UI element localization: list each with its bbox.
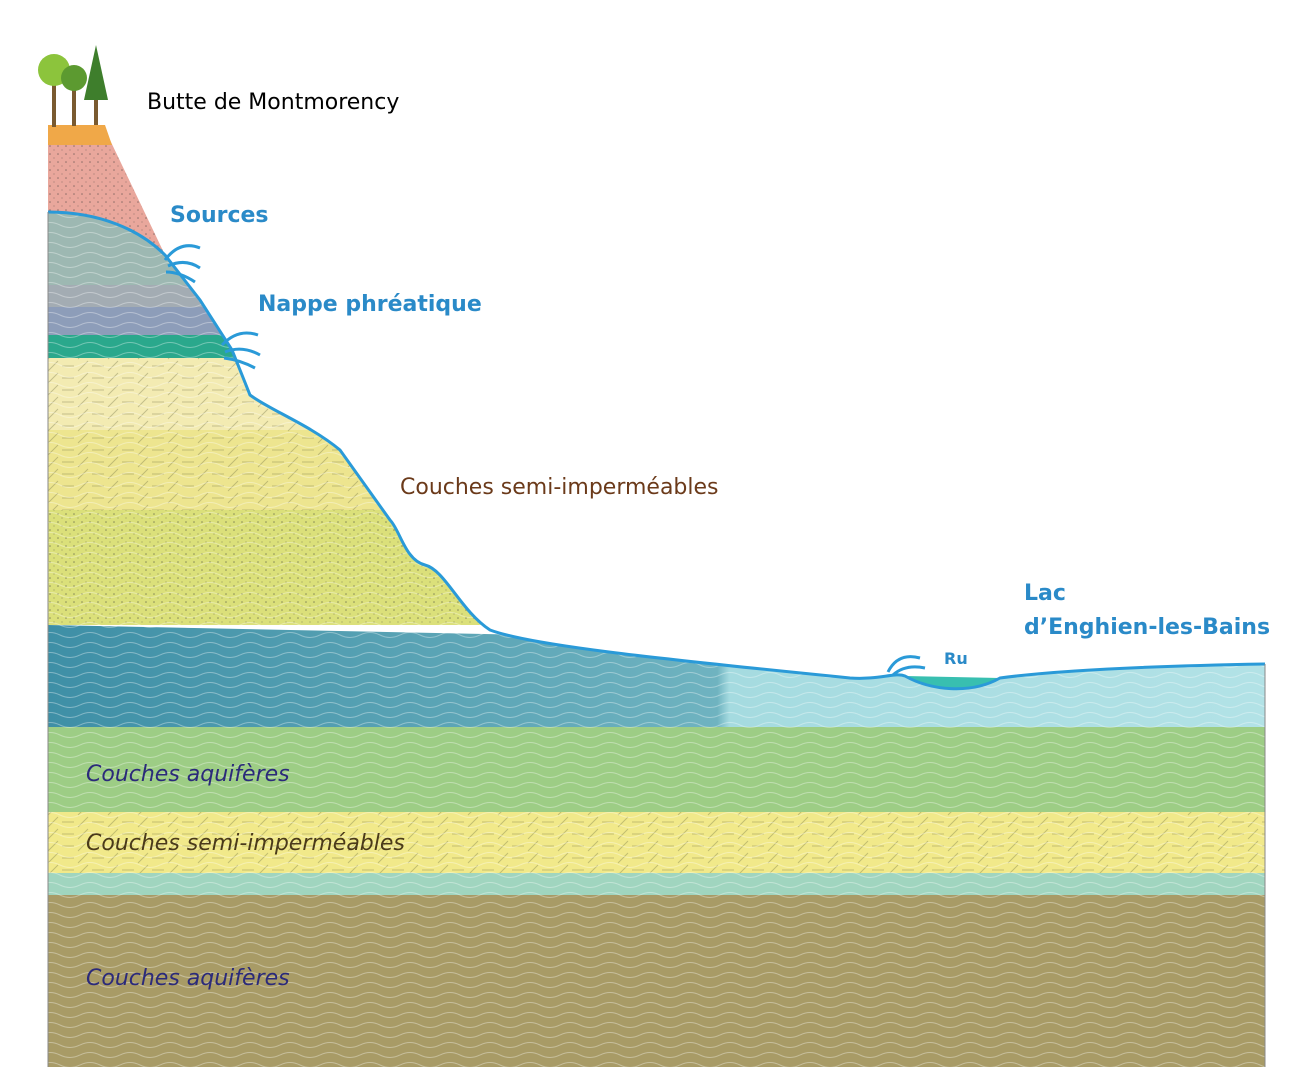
surface-line [47, 210, 1266, 691]
deep-layers [48, 727, 1265, 1067]
topsoil-texture [48, 140, 165, 255]
upper-layers-label: Couches semi-imperméables [400, 475, 719, 500]
layer-label: Couches semi-imperméables [86, 831, 405, 856]
hill-layers [48, 212, 1265, 727]
cap-layer [48, 125, 112, 145]
trees [38, 45, 108, 127]
layer-label: Couches aquifères [86, 762, 290, 787]
sources-label: Sources [170, 203, 269, 228]
stream-label: Ru [944, 649, 968, 668]
hill-name: Butte de Montmorency [147, 90, 399, 115]
springs [163, 244, 926, 677]
lake-label: d’Enghien-les-Bains [1024, 615, 1270, 640]
lake-label: Lac [1024, 581, 1066, 606]
water-table-label: Nappe phréatique [258, 292, 482, 317]
layer-label: Couches aquifères [86, 966, 290, 991]
